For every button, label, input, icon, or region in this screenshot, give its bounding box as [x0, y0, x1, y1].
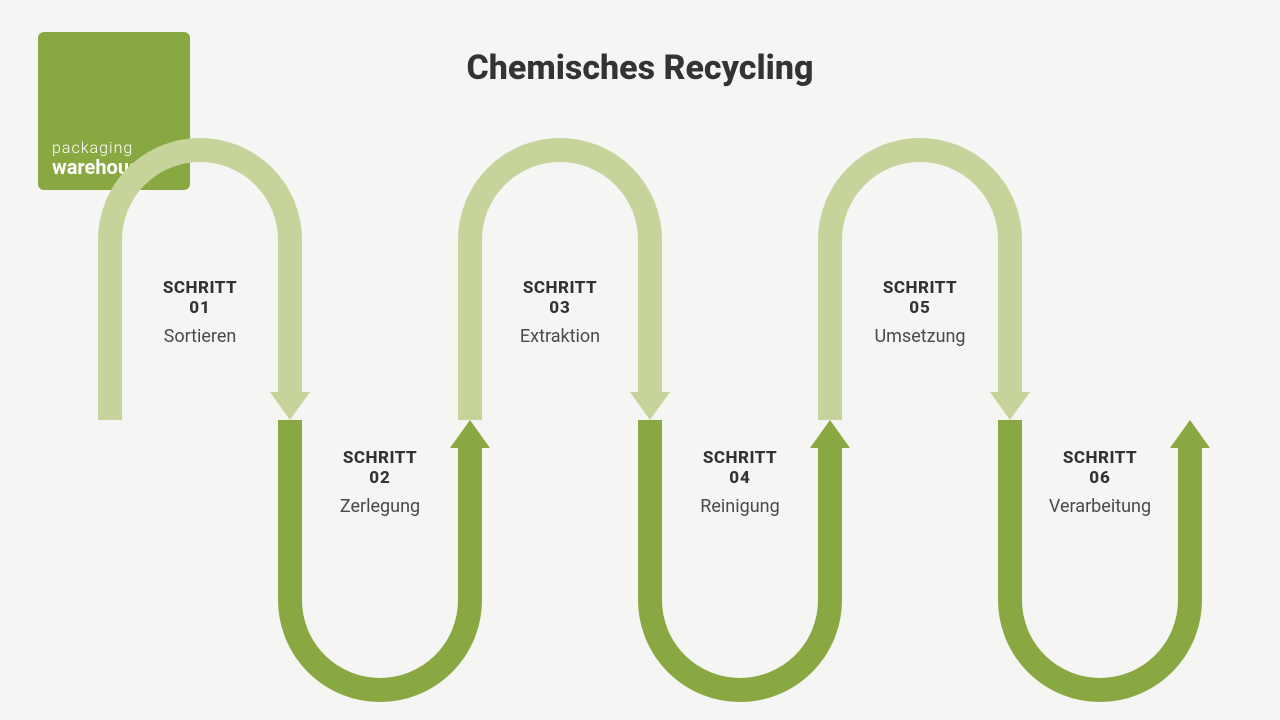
step-02: SCHRITT02 Zerlegung	[300, 448, 460, 517]
step-label: SCHRITT	[840, 278, 1000, 298]
step-number: 06	[1020, 468, 1180, 488]
step-description: Umsetzung	[840, 326, 1000, 347]
step-label: SCHRITT	[120, 278, 280, 298]
step-label: SCHRITT	[660, 448, 820, 468]
step-number: 04	[660, 468, 820, 488]
step-number: 05	[840, 298, 1000, 318]
process-flow-diagram	[0, 0, 1280, 720]
step-number: 01	[120, 298, 280, 318]
step-06: SCHRITT06 Verarbeitung	[1020, 448, 1180, 517]
step-01: SCHRITT01 Sortieren	[120, 278, 280, 347]
step-05: SCHRITT05 Umsetzung	[840, 278, 1000, 347]
step-description: Sortieren	[120, 326, 280, 347]
step-03: SCHRITT03 Extraktion	[480, 278, 640, 347]
step-number: 02	[300, 468, 460, 488]
step-label: SCHRITT	[480, 278, 640, 298]
step-description: Verarbeitung	[1020, 496, 1180, 517]
step-number: 03	[480, 298, 640, 318]
step-description: Reinigung	[660, 496, 820, 517]
step-label: SCHRITT	[300, 448, 460, 468]
infographic-canvas: packaging warehouse Chemisches Recycling…	[0, 0, 1280, 720]
step-04: SCHRITT04 Reinigung	[660, 448, 820, 517]
step-description: Zerlegung	[300, 496, 460, 517]
step-label: SCHRITT	[1020, 448, 1180, 468]
step-description: Extraktion	[480, 326, 640, 347]
